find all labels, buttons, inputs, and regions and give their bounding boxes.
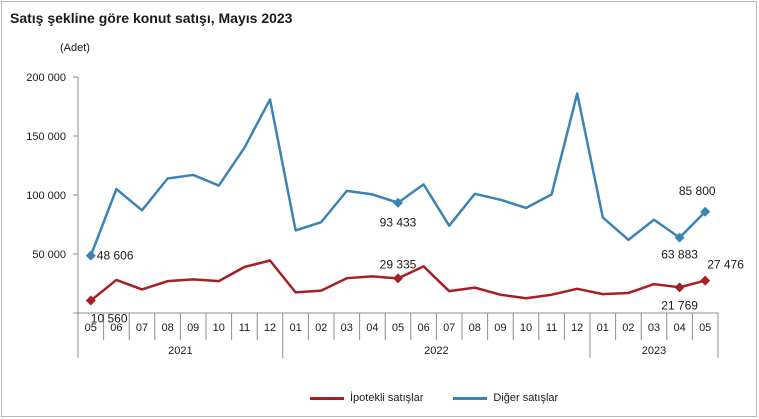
data-point-marker	[700, 206, 711, 217]
x-tick-label: 12	[571, 322, 583, 334]
year-group-label: 2023	[642, 345, 666, 357]
x-tick-label: 11	[546, 322, 557, 334]
y-axis-unit-label: (Adet)	[60, 42, 90, 54]
y-tick-label: 100 000	[26, 190, 66, 202]
x-tick-label: 12	[264, 322, 276, 334]
legend-swatch-diger	[453, 396, 488, 400]
data-label: 10 560	[91, 312, 128, 326]
data-point-marker	[85, 295, 96, 306]
x-tick-label: 05	[699, 322, 711, 334]
x-tick-label: 06	[110, 322, 122, 334]
x-tick-label: 09	[187, 322, 199, 334]
data-point-marker	[85, 250, 96, 261]
x-tick-label: 01	[597, 322, 609, 334]
y-tick-label: 150 000	[26, 131, 66, 143]
x-tick-label: 06	[417, 322, 429, 334]
y-tick-label: 50 000	[32, 249, 66, 261]
year-group-label: 2022	[424, 345, 448, 357]
x-tick-label: 02	[622, 322, 634, 334]
y-tick-label: 200 000	[26, 72, 66, 84]
data-point-marker	[393, 197, 403, 208]
x-tick-label: 09	[494, 322, 506, 334]
legend-item-diger: Diğer satışlar	[453, 392, 558, 404]
x-tick-label: 04	[673, 322, 685, 334]
legend-label-diger: Diğer satışlar	[493, 392, 559, 404]
year-group-label: 2021	[168, 345, 192, 357]
data-label: 85 800	[679, 184, 716, 198]
data-point-marker	[674, 232, 685, 243]
series-line-diger	[89, 92, 707, 257]
x-tick-label: 10	[213, 322, 225, 334]
data-label: 93 433	[380, 216, 417, 230]
x-tick-label: 11	[239, 322, 250, 334]
data-point-marker	[700, 275, 711, 286]
x-tick-label: 03	[648, 322, 660, 334]
data-point-marker	[393, 273, 403, 284]
chart-title: Satış şekline göre konut satışı, Mayıs 2…	[10, 10, 293, 26]
x-tick-label: 10	[520, 322, 532, 334]
x-tick-label: 01	[289, 322, 301, 334]
x-tick-label: 07	[136, 322, 148, 334]
data-point-marker	[674, 282, 685, 293]
x-tick-label: 08	[161, 322, 173, 334]
x-tick-label: 05	[85, 322, 97, 334]
data-label: 63 883	[661, 248, 698, 262]
data-label: 27 476	[707, 258, 744, 272]
x-tick-label: 08	[469, 322, 481, 334]
x-tick-label: 03	[341, 322, 353, 334]
x-tick-label: 07	[443, 322, 455, 334]
x-tick-label: 04	[366, 322, 378, 334]
x-tick-label: 05	[392, 322, 404, 334]
legend-swatch-ipotekli	[310, 396, 344, 400]
legend-item-ipotekli: İpotekli satışlar	[310, 392, 423, 404]
chart-legend: İpotekli satışlar Diğer satışlar	[310, 392, 558, 404]
x-tick-label: 02	[315, 322, 327, 334]
data-label: 21 769	[661, 298, 698, 312]
data-label: 48 606	[97, 249, 134, 263]
legend-label-ipotekli: İpotekli satışlar	[350, 392, 424, 404]
data-label: 29 335	[380, 257, 417, 271]
